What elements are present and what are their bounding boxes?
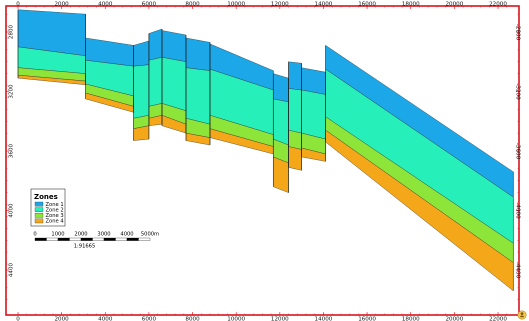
faults-layer (17, 9, 514, 291)
x-tick-label-bottom: 0 (16, 317, 20, 321)
zone-1-segment-6 (185, 37, 211, 71)
x-tick-label-top: 14000 (315, 2, 333, 8)
scale-bar-segment (34, 237, 47, 241)
x-tick-label-top: 6000 (142, 2, 157, 8)
x-tick-label-top: 8000 (185, 2, 200, 8)
zone-4-segment-9 (288, 146, 302, 171)
x-tick-label-top: 2000 (55, 2, 70, 8)
scale-bar-segment (103, 237, 116, 241)
scale-bar-segment (69, 237, 82, 241)
x-tick-label-top: 0 (16, 2, 20, 8)
zone-2-segment-3 (133, 64, 150, 119)
y-tick-label-right: -3600 (515, 143, 521, 160)
zone-3-segment-9 (288, 129, 302, 150)
legend-label: Zone 1 (46, 202, 64, 208)
y-tick-label-right: -2800 (515, 24, 521, 41)
y-tick-label-left: 4000 (9, 203, 15, 218)
scale-bar-segment (126, 237, 139, 241)
y-tick-label-left: 2800 (9, 24, 15, 39)
x-tick-label-bottom: 12000 (271, 317, 289, 321)
zone-1-segment-9 (288, 61, 302, 91)
x-tick-label-bottom: 2000 (55, 317, 70, 321)
scale-bar-segment (57, 237, 70, 241)
scale-bar-label: 2000 (74, 232, 87, 238)
zone-1-segment-5 (161, 30, 187, 62)
x-tick-label-bottom: 6000 (142, 317, 157, 321)
zone-1-segment-10 (301, 67, 326, 95)
scale-bar: 0 1000 2000 3000 4000 5000m 1:91665 (33, 232, 159, 250)
x-tick-label-top: 12000 (271, 2, 289, 8)
zone-2-segment-6 (185, 67, 211, 125)
legend-label: Zone 2 (46, 207, 64, 213)
y-tick-label-right: -4000 (515, 202, 521, 219)
x-tick-label-top: 18000 (402, 2, 420, 8)
scale-bar-segment (92, 237, 105, 241)
zone-1-segment-4 (148, 28, 163, 61)
legend-label: Zone 3 (46, 213, 64, 219)
scale-bar-label: 1000 (51, 232, 64, 238)
legend-swatch (34, 218, 44, 224)
legend-title: Zones (34, 193, 58, 201)
zone-2-segment-10 (301, 89, 326, 140)
y-tick-label-left: 4400 (9, 262, 15, 277)
scale-bar-label: 5000m (141, 232, 159, 238)
zone-4-segment-8 (273, 156, 289, 193)
scale-bar-segment (46, 237, 59, 241)
x-tick-label-bottom: 22000 (489, 317, 507, 321)
zone-1-segment-8 (273, 73, 289, 103)
scale-ratio: 1:91665 (74, 244, 96, 250)
scale-bar-label: 0 (33, 232, 36, 238)
scale-bar-segment (80, 237, 93, 241)
y-tick-label-left: 3200 (9, 84, 15, 99)
legend-label: Zone 4 (46, 219, 65, 225)
zones-layer (17, 9, 514, 292)
x-tick-label-bottom: 14000 (315, 317, 333, 321)
y-tick-label-right: -4400 (515, 262, 521, 279)
x-tick-label-bottom: 20000 (445, 317, 463, 321)
x-tick-label-top: 16000 (358, 2, 376, 8)
x-tick-label-top: 4000 (98, 2, 113, 8)
y-tick-label-left: 3600 (9, 143, 15, 158)
scale-bar-label: 4000 (120, 232, 133, 238)
x-tick-label-bottom: 16000 (358, 317, 376, 321)
x-tick-label-top: 20000 (445, 2, 463, 8)
axis-ticks: 0020002000400040006000600080008000100001… (6, 2, 521, 321)
x-tick-label-bottom: 8000 (185, 317, 200, 321)
legend-swatch (34, 207, 44, 212)
zone-2-segment-4 (148, 57, 163, 107)
zone-1-segment-3 (133, 40, 150, 67)
x-tick-label-top: 22000 (489, 2, 507, 8)
scale-bar-segment (138, 237, 151, 241)
legend-swatch (34, 213, 44, 218)
scale-bar-segment (115, 237, 128, 241)
zone-2-segment-9 (288, 88, 302, 134)
legend-swatch (34, 201, 44, 207)
x-tick-label-bottom: 4000 (98, 317, 113, 321)
y-tick-label-right: -3200 (515, 83, 521, 100)
x-tick-label-top: 10000 (227, 2, 245, 8)
zone-2-segment-8 (273, 98, 289, 146)
zone-2-segment-5 (161, 57, 187, 112)
x-tick-label-bottom: 10000 (227, 317, 245, 321)
x-tick-label-bottom: 18000 (402, 317, 420, 321)
scale-bar-label: 3000 (97, 232, 110, 238)
info-icon[interactable] (517, 310, 527, 320)
